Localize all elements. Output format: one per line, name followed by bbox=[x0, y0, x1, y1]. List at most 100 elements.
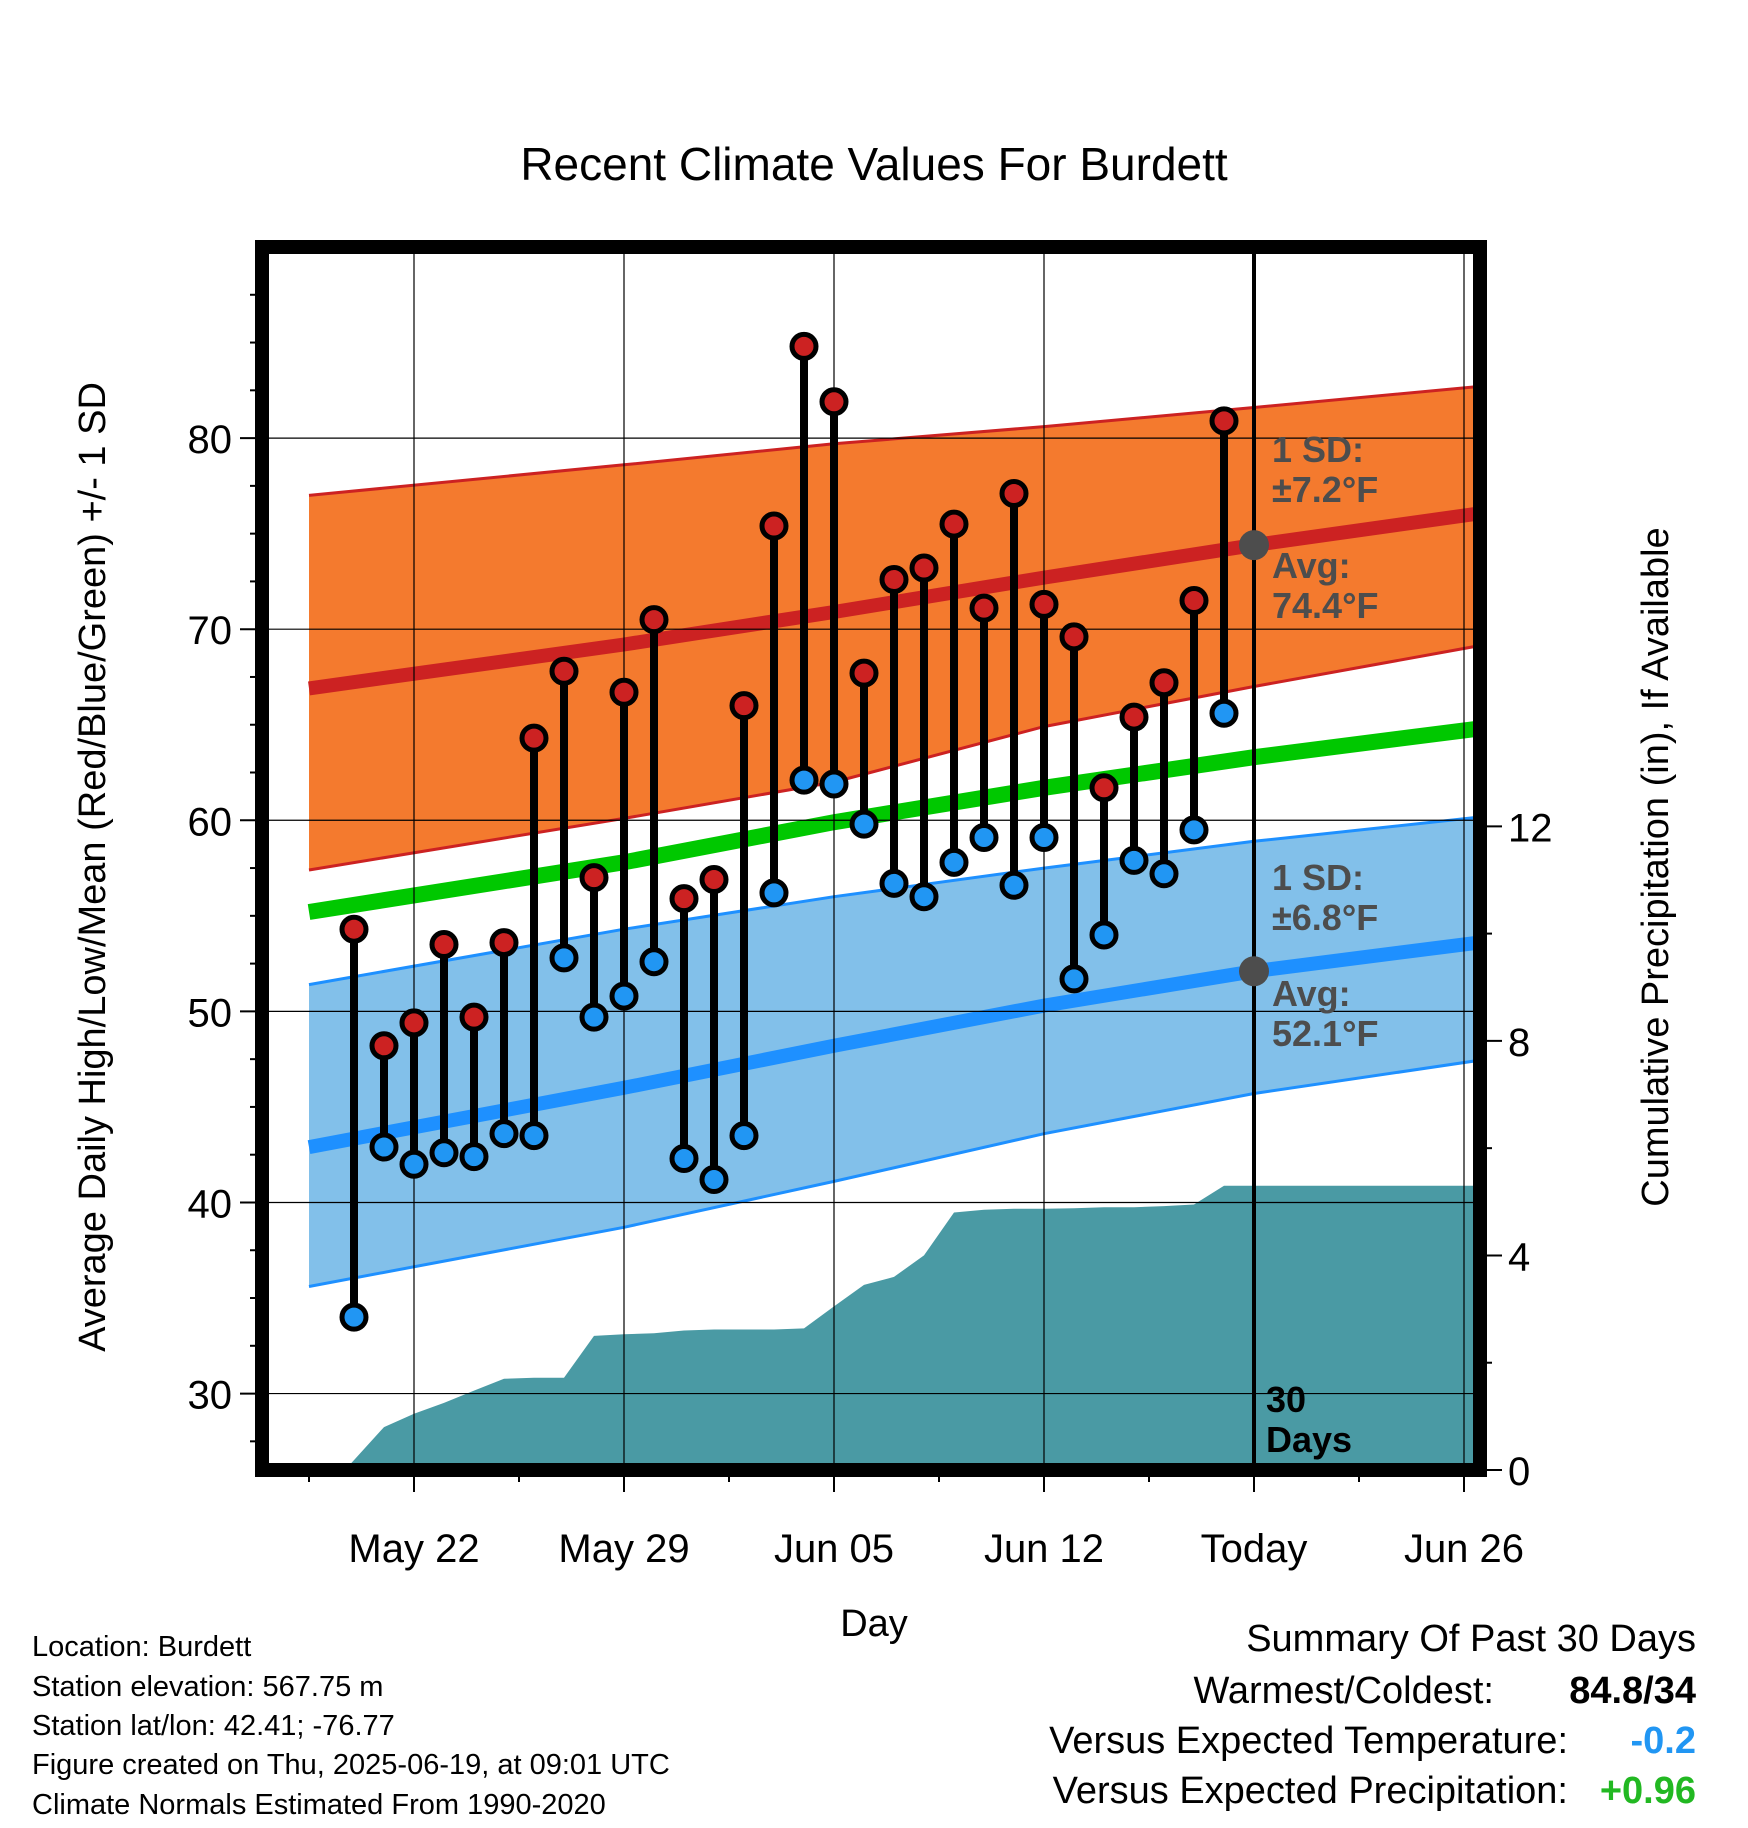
days-count-label: 30 bbox=[1266, 1379, 1306, 1420]
x-axis-label: Day bbox=[840, 1603, 908, 1645]
high-normal-line bbox=[308, 506, 1480, 696]
daily-low-point bbox=[939, 847, 969, 877]
meta-normals: Climate Normals Estimated From 1990-2020 bbox=[32, 1789, 606, 1821]
daily-low-point bbox=[639, 947, 669, 977]
summary-warm-cold-value: 84.8/34 bbox=[1569, 1670, 1696, 1712]
high-avg-marker bbox=[1239, 530, 1269, 561]
daily-high-point bbox=[759, 511, 789, 541]
y-right-tick-label: 4 bbox=[1508, 1235, 1530, 1279]
low-avg-marker bbox=[1239, 956, 1269, 987]
daily-high-point bbox=[609, 677, 639, 707]
low-sd-label-heading: 1 SD: bbox=[1272, 857, 1364, 898]
y-left-tick-label: 60 bbox=[188, 800, 233, 844]
daily-low-point bbox=[1089, 920, 1119, 950]
daily-low-point bbox=[1059, 964, 1089, 994]
daily-low-point bbox=[969, 822, 999, 852]
daily-high-point bbox=[879, 565, 909, 595]
daily-low-point bbox=[759, 878, 789, 908]
y-left-tick-label: 50 bbox=[188, 991, 233, 1035]
daily-high-point bbox=[459, 1002, 489, 1032]
daily-high-point bbox=[1149, 668, 1179, 698]
summary-title: Summary Of Past 30 Days bbox=[1246, 1618, 1696, 1660]
y-left-tick-label: 70 bbox=[188, 609, 233, 653]
daily-high-point bbox=[999, 479, 1029, 509]
high-sd-label-value: ±7.2°F bbox=[1272, 469, 1378, 510]
meta-created: Figure created on Thu, 2025-06-19, at 09… bbox=[32, 1749, 670, 1781]
daily-high-point bbox=[1089, 773, 1119, 803]
daily-low-point bbox=[789, 765, 819, 795]
daily-low-point bbox=[819, 769, 849, 799]
daily-high-point bbox=[669, 884, 699, 914]
meta-elevation: Station elevation: 567.75 m bbox=[32, 1671, 384, 1703]
low-avg-label-heading: Avg: bbox=[1272, 973, 1351, 1014]
daily-high-point bbox=[789, 331, 819, 361]
daily-high-point bbox=[519, 723, 549, 753]
low-sd-upper bbox=[308, 815, 1480, 987]
daily-low-point bbox=[1209, 698, 1239, 728]
daily-low-point bbox=[429, 1138, 459, 1168]
daily-high-point bbox=[699, 865, 729, 895]
low-sd-label-value: ±6.8°F bbox=[1272, 897, 1378, 938]
daily-high-point bbox=[549, 656, 579, 686]
plot-frame bbox=[255, 240, 1487, 1477]
daily-low-point bbox=[519, 1121, 549, 1151]
daily-high-point bbox=[909, 553, 939, 583]
summary-temp-label: Versus Expected Temperature: bbox=[1049, 1720, 1568, 1762]
y-right-tick-label: 8 bbox=[1508, 1021, 1530, 1065]
y-left-tick-label: 40 bbox=[188, 1182, 233, 1226]
daily-low-point bbox=[1029, 822, 1059, 852]
x-tick-label: Today bbox=[1201, 1527, 1308, 1571]
daily-low-point bbox=[879, 868, 909, 898]
daily-high-point bbox=[819, 387, 849, 417]
daily-low-point bbox=[459, 1142, 489, 1172]
daily-low-point bbox=[609, 981, 639, 1011]
daily-low-point bbox=[909, 882, 939, 912]
daily-low-point bbox=[1149, 859, 1179, 889]
daily-low-point bbox=[339, 1302, 369, 1332]
daily-high-point bbox=[339, 914, 369, 944]
summary-precip-label: Versus Expected Precipitation: bbox=[1052, 1770, 1568, 1812]
daily-high-point bbox=[399, 1008, 429, 1038]
daily-high-point bbox=[729, 691, 759, 721]
daily-high-point bbox=[1179, 586, 1209, 616]
summary-warm-cold-label: Warmest/Coldest: bbox=[1193, 1670, 1494, 1712]
high-avg-label-value: 74.4°F bbox=[1272, 585, 1378, 626]
high-avg-label-heading: Avg: bbox=[1272, 545, 1351, 586]
low-avg-label-value: 52.1°F bbox=[1272, 1013, 1378, 1054]
x-tick-label: Jun 12 bbox=[984, 1527, 1104, 1571]
x-tick-label: Jun 05 bbox=[774, 1527, 894, 1571]
daily-high-point bbox=[939, 509, 969, 539]
y-right-tick-label: 12 bbox=[1508, 806, 1553, 850]
daily-high-point bbox=[1209, 406, 1239, 436]
high-sd-lower bbox=[308, 644, 1480, 872]
x-tick-label: Jun 26 bbox=[1404, 1527, 1524, 1571]
y-axis-right-label: Cumulative Precipitation (in), If Availa… bbox=[1635, 527, 1677, 1206]
daily-low-point bbox=[1179, 815, 1209, 845]
daily-low-point bbox=[669, 1144, 699, 1174]
y-left-tick-label: 30 bbox=[188, 1374, 233, 1418]
daily-high-point bbox=[849, 658, 879, 688]
y-left-tick-label: 80 bbox=[188, 418, 233, 462]
x-tick-label: May 22 bbox=[348, 1527, 479, 1571]
chart-title: Recent Climate Values For Burdett bbox=[520, 138, 1228, 190]
high-sd-upper bbox=[308, 384, 1480, 497]
daily-low-point bbox=[579, 1002, 609, 1032]
high-sd-label-heading: 1 SD: bbox=[1272, 429, 1364, 470]
daily-low-point bbox=[489, 1119, 519, 1149]
precip-area bbox=[345, 1185, 1480, 1470]
daily-high-point bbox=[1029, 589, 1059, 619]
meta-latlon: Station lat/lon: 42.41; -76.77 bbox=[32, 1710, 395, 1742]
daily-low-point bbox=[399, 1149, 429, 1179]
meta-location: Location: Burdett bbox=[32, 1631, 252, 1663]
daily-low-point bbox=[849, 809, 879, 839]
daily-high-point bbox=[369, 1031, 399, 1061]
daily-low-point bbox=[999, 870, 1029, 900]
y-right-tick-label: 0 bbox=[1508, 1450, 1530, 1494]
y-axis-left-label: Average Daily High/Low/Mean (Red/Blue/Gr… bbox=[72, 382, 114, 1352]
daily-high-point bbox=[969, 593, 999, 623]
days-unit-label: Days bbox=[1266, 1419, 1352, 1460]
summary-temp-value: -0.2 bbox=[1630, 1720, 1696, 1762]
low-normal-line bbox=[307, 935, 1480, 1154]
